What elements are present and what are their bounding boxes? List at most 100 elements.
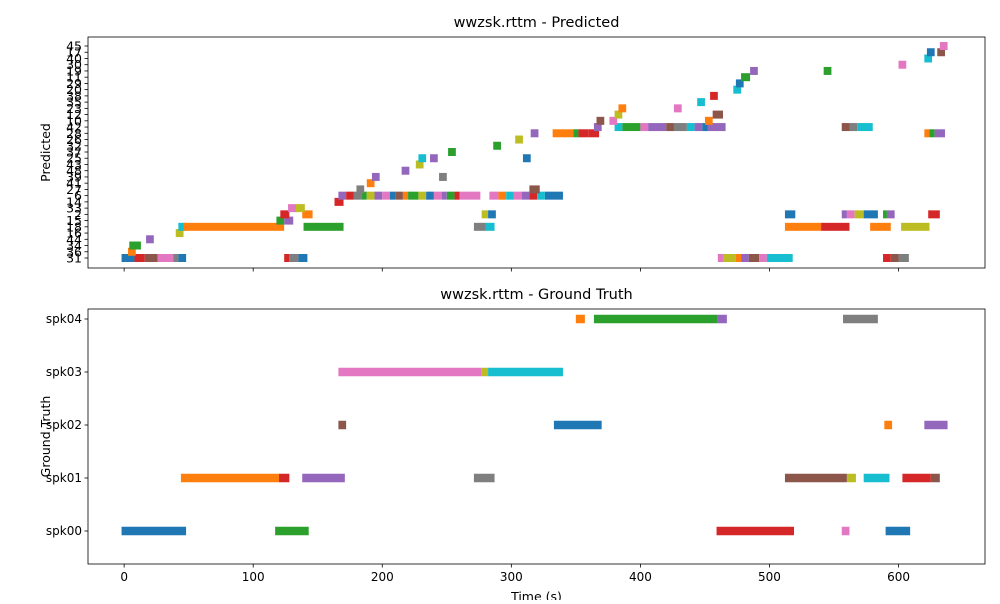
segment-bar xyxy=(544,191,563,200)
segment-bar xyxy=(481,210,489,219)
y-tick-label: spk04 xyxy=(46,312,82,326)
segment-bar xyxy=(439,172,447,181)
segment-bar xyxy=(441,191,447,200)
segment-bar xyxy=(573,129,579,138)
y-tick-label: 41 xyxy=(66,176,82,191)
segment-bar xyxy=(673,123,687,132)
segment-bar xyxy=(401,166,410,175)
segment-bar xyxy=(841,210,847,219)
segment-bar xyxy=(418,191,427,200)
segment-bar xyxy=(666,123,674,132)
x-tick-label: 0 xyxy=(120,570,128,584)
segment-bar xyxy=(627,123,641,132)
segment-bar xyxy=(614,110,623,119)
segment-bar xyxy=(473,222,486,231)
segment-bar xyxy=(735,254,742,262)
segment-bar xyxy=(596,116,605,125)
segment-bar xyxy=(279,473,290,483)
segment-bar xyxy=(924,129,930,138)
segment-bar xyxy=(883,210,887,219)
y-tick-label: 6 xyxy=(74,188,82,203)
segment-bar xyxy=(717,314,727,324)
segment-bar xyxy=(530,129,539,138)
segment-bar xyxy=(846,210,855,219)
y-tick-label: spk02 xyxy=(46,418,82,432)
segment-bar xyxy=(924,420,948,430)
y-tick-label: 32 xyxy=(66,138,82,153)
segment-bar xyxy=(884,420,893,430)
segment-bar xyxy=(750,66,758,75)
segment-bar xyxy=(885,526,911,536)
segment-bar xyxy=(640,123,649,132)
segment-bar xyxy=(930,473,940,483)
y-tick-label: spk00 xyxy=(46,524,82,538)
segment-bar xyxy=(498,191,507,200)
segment-bar xyxy=(898,60,907,69)
y-tick-label: 44 xyxy=(66,232,82,247)
segment-bar xyxy=(618,104,627,113)
segment-bar xyxy=(395,191,403,200)
segment-bar xyxy=(890,254,899,262)
segment-bar xyxy=(382,191,391,200)
segment-bar xyxy=(821,222,850,231)
segment-bar xyxy=(338,367,482,377)
y-tick-label: 27 xyxy=(66,182,82,197)
segment-bar xyxy=(173,254,179,262)
segment-bar xyxy=(338,420,347,430)
y-tick-label: 33 xyxy=(66,201,82,216)
y-tick-label: 37 xyxy=(66,145,82,160)
y-tick-label: 11 xyxy=(66,70,82,85)
segment-bar xyxy=(898,254,909,262)
y-tick-label: 38 xyxy=(66,88,82,103)
segment-bar xyxy=(694,123,703,132)
segment-bar xyxy=(178,254,187,262)
segment-bar xyxy=(390,191,396,200)
x-axis-label: Time (s) xyxy=(510,589,562,600)
y-tick-label: 12 xyxy=(66,107,82,122)
segment-bar xyxy=(716,526,794,536)
y-tick-label: 35 xyxy=(66,95,82,110)
y-tick-label: 15 xyxy=(66,213,82,228)
segment-bar xyxy=(784,473,847,483)
segment-bar xyxy=(485,222,495,231)
segment-bar xyxy=(697,98,705,107)
segment-bar xyxy=(521,191,530,200)
segment-bar xyxy=(883,254,891,262)
segment-bar xyxy=(288,204,298,213)
segment-bar xyxy=(371,172,380,181)
segment-bar xyxy=(408,191,419,200)
segment-bar xyxy=(289,254,299,262)
segment-bar xyxy=(129,241,141,250)
segment-bar xyxy=(334,197,344,206)
segment-bar xyxy=(134,254,145,262)
segment-bar xyxy=(284,254,290,262)
y-tick-label: 19 xyxy=(66,63,82,78)
y-tick-label: 40 xyxy=(66,51,82,66)
segment-bar xyxy=(939,42,948,50)
segment-bar xyxy=(303,222,344,231)
segment-bar xyxy=(302,210,313,219)
segment-bar xyxy=(673,104,682,113)
segment-bar xyxy=(622,123,628,132)
y-tick-label: 43 xyxy=(66,157,82,172)
segment-bar xyxy=(284,216,294,225)
x-tick-label: 100 xyxy=(242,570,265,584)
segment-bar xyxy=(529,191,538,200)
segment-bar xyxy=(128,247,136,256)
segment-bar xyxy=(374,191,383,200)
segment-bar xyxy=(415,160,424,169)
segment-bar xyxy=(418,154,427,163)
segment-bar xyxy=(433,191,442,200)
y-tick-label: 17 xyxy=(66,45,82,60)
segment-bar xyxy=(588,129,600,138)
segment-bar xyxy=(356,185,365,194)
segment-bar xyxy=(863,473,890,483)
x-tick-label: 400 xyxy=(629,570,652,584)
segment-bar xyxy=(448,148,456,156)
y-tick-label: 18 xyxy=(66,219,82,234)
segment-bar xyxy=(275,526,309,536)
segment-bar xyxy=(537,191,545,200)
segment-bar xyxy=(338,191,347,200)
y-tick-label: 20 xyxy=(66,82,82,97)
